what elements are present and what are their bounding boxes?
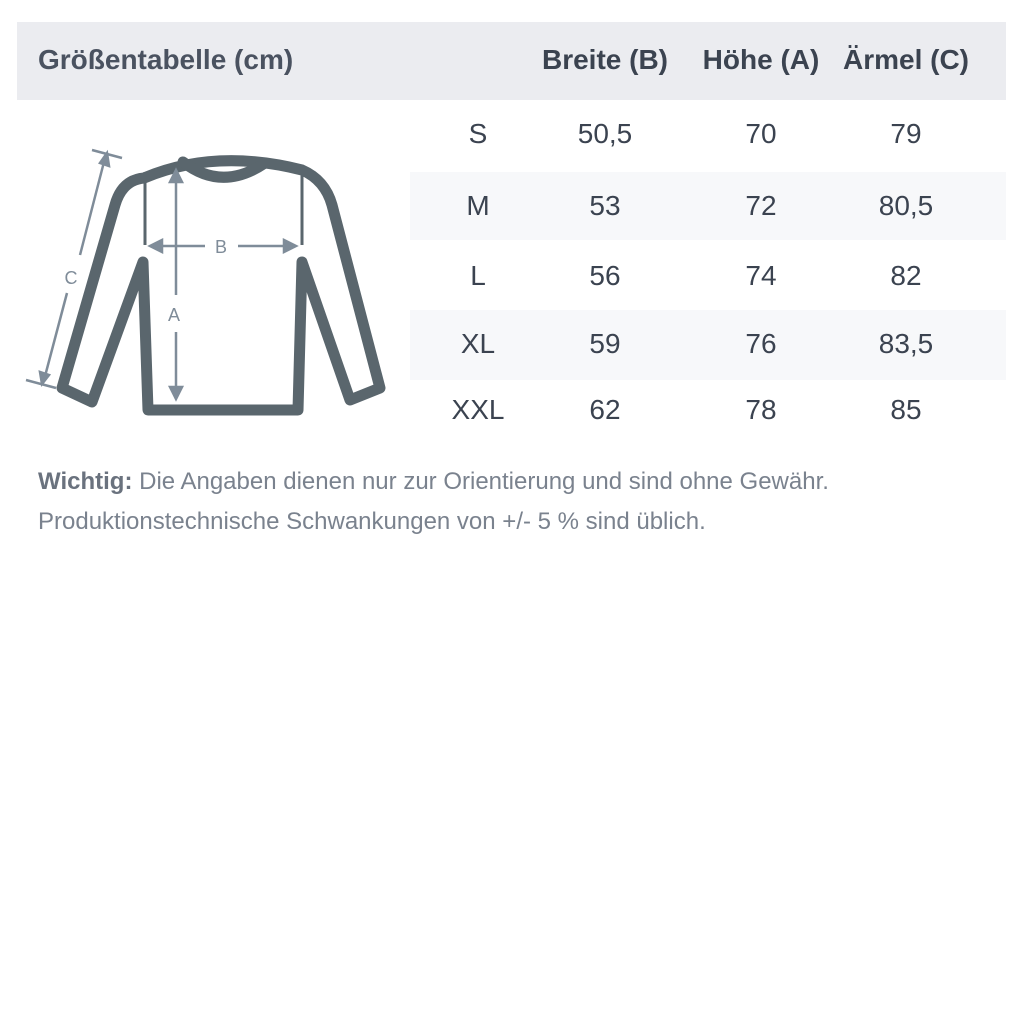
row-stripe	[410, 310, 1006, 380]
cell-size: L	[470, 260, 486, 291]
note-line1: Die Angaben dienen nur zur Orientierung …	[132, 468, 829, 495]
cell-b: 59	[589, 328, 621, 359]
cell-a: 72	[745, 190, 777, 221]
cell-a: 74	[745, 260, 777, 291]
row-stripe	[410, 172, 1006, 240]
cell-c: 83,5	[878, 328, 934, 359]
page-title: Größentabelle (cm)	[38, 44, 294, 75]
cell-a: 70	[745, 118, 777, 149]
table-header	[17, 22, 1006, 100]
cell-a: 76	[745, 328, 777, 359]
label-b: B	[215, 237, 227, 257]
cell-c: 79	[890, 118, 922, 149]
note: Wichtig: Die Angaben dienen nur zur Orie…	[38, 462, 829, 542]
note-line2: Produktionstechnische Schwankungen von +…	[38, 508, 706, 535]
cell-c: 82	[890, 260, 922, 291]
sweater-outline-icon	[56, 155, 386, 416]
column-header-width: Breite (B)	[541, 44, 669, 75]
label-a: A	[168, 305, 180, 325]
cell-a: 78	[745, 394, 777, 425]
cell-b: 53	[589, 190, 621, 221]
column-header-height: Höhe (A)	[702, 44, 820, 75]
cell-size: XXL	[451, 394, 505, 425]
cell-b: 56	[589, 260, 621, 291]
measure-arrows	[25, 148, 299, 402]
label-c: C	[65, 268, 78, 288]
cell-c: 85	[890, 394, 922, 425]
cell-size: M	[466, 190, 490, 221]
cell-size: S	[468, 118, 488, 149]
cell-c: 80,5	[878, 190, 934, 221]
cell-b: 62	[589, 394, 621, 425]
note-bold: Wichtig:	[38, 468, 133, 495]
cell-b: 50,5	[577, 118, 633, 149]
column-header-sleeve: Ärmel (C)	[842, 44, 970, 75]
cell-size: XL	[460, 328, 496, 359]
